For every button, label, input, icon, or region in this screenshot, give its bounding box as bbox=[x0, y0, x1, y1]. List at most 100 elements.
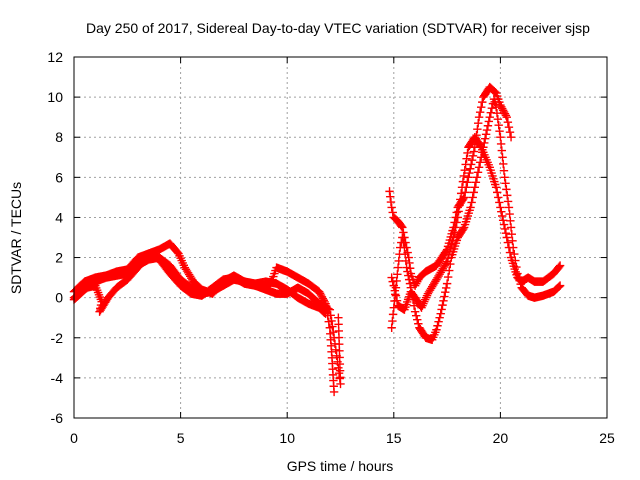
data-point bbox=[500, 224, 510, 234]
data-point bbox=[467, 198, 476, 207]
data-point bbox=[493, 188, 502, 197]
series-trace-a bbox=[69, 239, 339, 397]
data-point bbox=[441, 283, 451, 293]
data-point bbox=[483, 121, 493, 130]
data-point bbox=[481, 130, 491, 139]
data-point bbox=[334, 313, 343, 322]
data-point bbox=[438, 300, 447, 310]
data-point bbox=[460, 165, 469, 175]
data-point bbox=[334, 326, 343, 336]
series-trace-f bbox=[387, 133, 565, 314]
data-point bbox=[445, 266, 454, 275]
data-point bbox=[466, 164, 475, 173]
data-point bbox=[446, 243, 455, 253]
data-point bbox=[506, 216, 515, 225]
data-point bbox=[448, 236, 457, 246]
data-point bbox=[413, 315, 422, 324]
data-point bbox=[442, 257, 452, 266]
data-point bbox=[443, 253, 453, 263]
data-point bbox=[506, 133, 516, 142]
data-point bbox=[502, 112, 511, 122]
data-point bbox=[467, 155, 477, 165]
data-point bbox=[510, 249, 519, 259]
data-point bbox=[555, 261, 565, 270]
data-point bbox=[501, 229, 511, 238]
data-point bbox=[387, 273, 396, 282]
data-point bbox=[445, 247, 455, 256]
data-point bbox=[468, 193, 477, 202]
series-trace-d bbox=[385, 82, 516, 290]
data-point bbox=[334, 333, 344, 342]
y-tick-label: 4 bbox=[55, 209, 63, 225]
data-point bbox=[468, 151, 478, 161]
data-point bbox=[505, 248, 515, 257]
data-point bbox=[474, 118, 483, 128]
data-point bbox=[502, 233, 511, 242]
data-point bbox=[459, 171, 469, 181]
data-point bbox=[491, 183, 501, 192]
data-point bbox=[391, 291, 401, 300]
data-point bbox=[504, 122, 514, 132]
data-point bbox=[399, 238, 408, 247]
data-point bbox=[414, 319, 423, 328]
data-point bbox=[443, 272, 453, 282]
data-point bbox=[387, 323, 396, 332]
data-point bbox=[470, 183, 480, 192]
y-tick-label: 0 bbox=[55, 290, 63, 306]
data-point bbox=[398, 233, 407, 242]
data-point bbox=[389, 281, 398, 290]
y-tick-label: 8 bbox=[55, 129, 63, 145]
data-point bbox=[493, 114, 503, 124]
data-point bbox=[458, 177, 468, 186]
data-point bbox=[435, 313, 444, 322]
data-point bbox=[456, 195, 465, 204]
data-point bbox=[449, 233, 458, 242]
data-point bbox=[392, 296, 402, 305]
data-point bbox=[497, 207, 506, 216]
data-point bbox=[491, 102, 501, 112]
data-point bbox=[327, 316, 336, 326]
data-point bbox=[494, 120, 503, 130]
data-point bbox=[478, 97, 487, 107]
y-tick-label: -6 bbox=[51, 410, 64, 426]
data-point bbox=[326, 311, 335, 320]
data-point bbox=[503, 191, 512, 200]
y-tick-label: 6 bbox=[55, 169, 63, 185]
x-tick-label: 15 bbox=[386, 430, 402, 446]
x-tick-label: 20 bbox=[493, 430, 509, 446]
x-axis-title: GPS time / hours bbox=[287, 458, 394, 474]
data-point bbox=[329, 327, 338, 337]
data-point bbox=[394, 256, 403, 266]
data-point bbox=[505, 209, 514, 219]
data-point bbox=[499, 220, 509, 229]
data-point bbox=[500, 173, 509, 182]
data-point bbox=[454, 207, 463, 216]
data-point bbox=[461, 188, 470, 197]
data-point bbox=[328, 322, 337, 331]
data-point bbox=[496, 203, 505, 212]
data-point bbox=[503, 117, 513, 127]
data-point bbox=[485, 112, 494, 122]
data-point bbox=[498, 153, 507, 162]
data-point bbox=[335, 359, 345, 369]
data-point bbox=[464, 173, 473, 182]
data-point bbox=[444, 250, 454, 259]
data-point bbox=[472, 173, 482, 182]
data-point bbox=[329, 387, 339, 397]
data-point bbox=[469, 188, 478, 197]
data-point bbox=[386, 197, 396, 207]
data-point bbox=[401, 256, 411, 266]
data-point bbox=[436, 309, 445, 318]
data-point bbox=[411, 311, 421, 320]
data-point bbox=[393, 270, 402, 279]
data-point bbox=[335, 353, 344, 362]
data-marks bbox=[69, 82, 565, 397]
data-point bbox=[452, 218, 461, 227]
data-point bbox=[404, 275, 414, 284]
chart-title: Day 250 of 2017, Sidereal Day-to-day VTE… bbox=[86, 20, 590, 36]
data-point bbox=[388, 316, 397, 326]
data-point bbox=[495, 198, 504, 207]
data-point bbox=[336, 379, 345, 389]
y-tick-label: 10 bbox=[47, 89, 63, 105]
